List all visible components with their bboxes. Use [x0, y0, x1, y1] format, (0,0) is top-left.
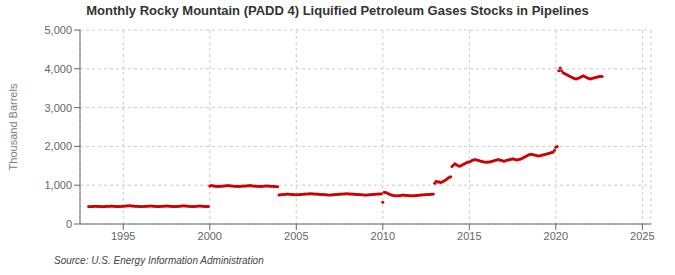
svg-text:2010: 2010 — [371, 230, 395, 242]
svg-text:2020: 2020 — [544, 230, 568, 242]
svg-text:5,000: 5,000 — [44, 24, 72, 36]
svg-text:1995: 1995 — [111, 230, 135, 242]
html-text:Monthly Rocky Mountain (PADD 4: Monthly Rocky Mountain (PADD 4) Liquifie… — [86, 3, 589, 18]
svg-text:2025: 2025 — [630, 230, 654, 242]
svg-text:1,000: 1,000 — [44, 179, 72, 191]
svg-text:3,000: 3,000 — [44, 102, 72, 114]
html-text:Source: U.S. Energy Informatio: Source: U.S. Energy Information Administ… — [54, 255, 264, 266]
svg-text:Thousand Barrels: Thousand Barrels — [8, 83, 19, 170]
svg-text:4,000: 4,000 — [44, 63, 72, 75]
svg-text:2015: 2015 — [457, 230, 481, 242]
svg-text:0: 0 — [66, 218, 72, 230]
svg-text:2005: 2005 — [284, 230, 308, 242]
svg-text:2000: 2000 — [198, 230, 222, 242]
svg-text:2,000: 2,000 — [44, 140, 72, 152]
